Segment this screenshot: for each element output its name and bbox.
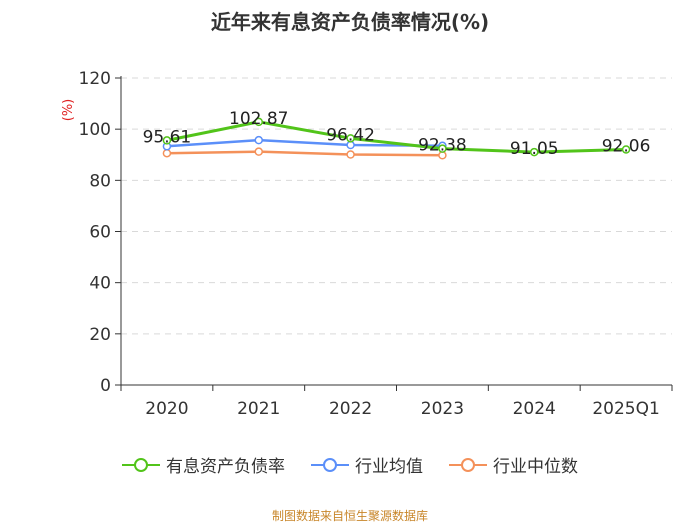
data-labels: 95.61 102.87 96.42 92.38 91.05 92.06: [143, 109, 651, 159]
y-tick-label-120: 120: [79, 69, 111, 89]
series-line-0: [166, 120, 627, 154]
point-s0-2025Q1: [621, 145, 631, 154]
legend-marker-industry-mean: [311, 457, 349, 472]
y-tick-label-80: 80: [89, 171, 111, 191]
legend: 有息资产负债率 行业均值 行业中位数: [0, 452, 700, 477]
x-tick-label-2021: 2021: [237, 399, 280, 419]
x-tick-label-2025Q1: 2025Q1: [592, 399, 659, 419]
series-line-2: [166, 150, 443, 157]
grid-lines: [121, 77, 672, 335]
data-label-2024: 91.05: [510, 139, 559, 159]
point-s2-2020: [162, 148, 172, 158]
legend-item-debt-ratio[interactable]: 有息资产负债率: [122, 452, 285, 477]
data-label-2022: 96.42: [326, 125, 375, 145]
axes: 0 20 40 60 80 100 120 2020 2021 2022 2023 2024 2025Q…: [79, 69, 673, 419]
point-s0-2023: [438, 144, 447, 153]
x-tick-label-2022: 2022: [329, 399, 372, 419]
point-s0-2022: [346, 134, 355, 143]
x-tick-label-2020: 2020: [145, 399, 188, 419]
y-tick-label-100: 100: [79, 120, 111, 140]
legend-item-industry-median[interactable]: 行业中位数: [449, 452, 578, 477]
point-s0-2020: [162, 136, 172, 145]
data-label-2025Q1: 92.06: [602, 136, 651, 156]
legend-label-debt-ratio: 有息资产负债率: [166, 457, 285, 477]
legend-label-industry-mean: 行业均值: [355, 457, 423, 477]
legend-marker-industry-median: [449, 457, 487, 472]
point-s0-2021: [254, 117, 263, 127]
series-line-1: [166, 138, 443, 148]
y-tick-label-40: 40: [89, 274, 111, 294]
y-tick-label-60: 60: [89, 223, 111, 243]
series-lines: [166, 120, 627, 157]
point-s2-2022: [346, 150, 355, 159]
y-tick-label-0: 0: [100, 376, 111, 396]
chart-title: 近年来有息资产负债率情况(%): [210, 10, 490, 34]
series-points: [162, 117, 631, 160]
source-note: 制图数据来自恒生聚源数据库: [271, 509, 428, 523]
y-axis-label: (%): [61, 99, 76, 122]
data-label-2020: 95.61: [143, 127, 192, 147]
legend-item-industry-mean[interactable]: 行业均值: [311, 452, 423, 477]
legend-label-industry-median: 行业中位数: [493, 457, 578, 477]
y-tick-label-20: 20: [89, 325, 111, 345]
data-label-2023: 92.38: [418, 136, 467, 156]
x-tick-label-2023: 2023: [421, 399, 464, 419]
x-tick-label-2024: 2024: [513, 399, 556, 419]
point-s1-2021: [254, 135, 263, 145]
data-label-2021: 102.87: [229, 109, 288, 129]
point-s0-2024: [530, 147, 539, 157]
legend-marker-debt-ratio: [122, 457, 160, 472]
point-s2-2021: [254, 147, 263, 156]
